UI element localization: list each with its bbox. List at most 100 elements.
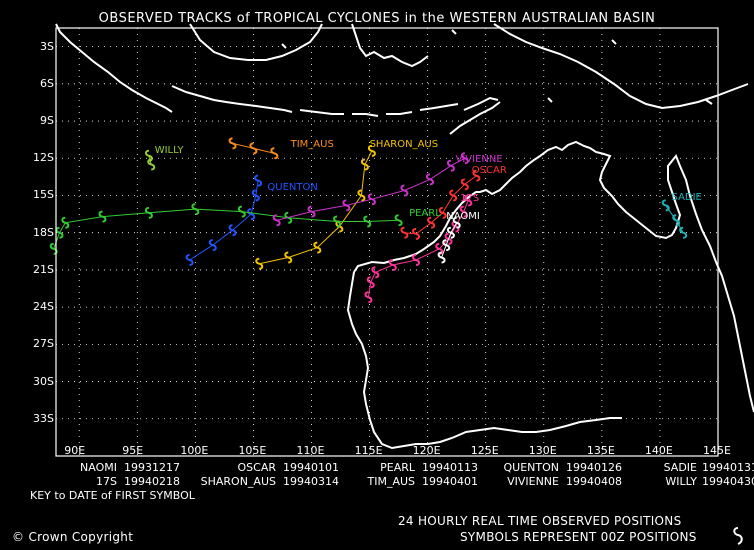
cyclone-position-symbol <box>254 174 263 187</box>
key-storm-name: TIM_AUS <box>367 475 415 488</box>
lon-tick-label: 130E <box>528 444 557 457</box>
cyclone-position-symbol <box>367 193 376 206</box>
storm-track-vivienne <box>272 152 469 227</box>
key-storm-date: 19940131 <box>702 461 754 474</box>
cyclone-position-symbol <box>435 242 444 255</box>
key-storm-name: WILLY <box>665 475 697 488</box>
storm-label-willy: WILLY <box>154 144 184 156</box>
lat-tick-label: 3S <box>40 39 54 53</box>
key-storm-name: NAOMI <box>80 461 117 474</box>
lat-tick-label: 33S <box>33 411 54 425</box>
cyclone-position-symbol <box>427 216 436 229</box>
cyclone-position-symbol <box>208 239 217 252</box>
cyclone-position-symbol <box>313 241 322 254</box>
timor-coast <box>449 101 501 135</box>
cyclone-position-symbol <box>394 214 403 227</box>
lon-tick-label: 145E <box>703 444 731 457</box>
map-title: OBSERVED TRACKS of TROPICAL CYCLONES in … <box>98 11 656 26</box>
cyclone-position-symbol <box>342 199 351 212</box>
lon-tick-label: 140E <box>644 444 673 457</box>
copyright-text: Crown Copyright <box>28 530 134 544</box>
lat-tick-label: 21S <box>33 262 54 276</box>
lon-tick-label: 115E <box>354 444 383 457</box>
storm-track-sadie <box>661 199 688 239</box>
lon-tick-label: 120E <box>412 444 441 457</box>
track-line <box>53 208 399 249</box>
cyclone-position-symbol <box>460 152 469 165</box>
cyclone-position-symbol <box>472 169 481 182</box>
lon-tick-label: 110E <box>296 444 325 457</box>
storm-track-naomi <box>437 216 461 264</box>
indonesia-borneo <box>189 23 323 61</box>
key-storm-name: PEARL <box>380 461 415 474</box>
sulawesi-coast <box>351 23 429 68</box>
lat-tick-label: 9S <box>40 114 54 128</box>
storm-track-sharon_aus <box>255 144 376 270</box>
indonesia-sumatra <box>55 23 173 113</box>
cyclone-position-symbol <box>661 199 670 212</box>
storm-label-vivienne: VIVIENNE <box>455 153 503 165</box>
lon-tick-label: 135E <box>586 444 615 457</box>
cyclone-position-symbol <box>147 158 156 171</box>
cyclone-position-symbol <box>438 206 447 219</box>
key-storm-name: OSCAR <box>237 461 277 474</box>
cyclone-position-symbol <box>366 276 375 289</box>
track-line <box>441 222 458 258</box>
cyclone-position-symbol <box>228 224 237 237</box>
lat-tick-label: 15S <box>33 188 54 202</box>
lat-tick-label: 27S <box>33 337 54 351</box>
lat-tick-label: 6S <box>40 76 54 90</box>
storm-label-17s: 17S <box>460 193 480 205</box>
cyclone-position-symbol <box>672 214 681 227</box>
new-guinea-coast <box>493 23 749 110</box>
storm-label-pearl: PEARL <box>409 208 441 220</box>
lon-tick-label: 100E <box>180 444 209 457</box>
cyclone-position-symbol <box>270 147 279 160</box>
key-storm-date: 19940113 <box>422 461 478 474</box>
small-islands <box>281 29 713 105</box>
key-storm-date: 19940401 <box>422 475 478 488</box>
cyclone-position-symbol <box>357 189 366 202</box>
copyright-notice: © Crown Copyright <box>12 531 133 543</box>
australia-south-coast <box>346 271 622 450</box>
storm-track-quenton <box>185 174 263 266</box>
storm-track-oscar <box>400 169 481 240</box>
cyclone-position-symbol <box>452 216 461 229</box>
cyclone-position-symbol <box>284 251 293 264</box>
cyclone-position-symbol <box>459 205 468 218</box>
cyclone-position-symbol <box>185 253 194 266</box>
cyclone-position-symbol <box>249 142 258 155</box>
key-storm-date: 19931217 <box>124 461 180 474</box>
cyclone-position-symbol <box>679 226 688 239</box>
cyclone-position-symbol <box>61 216 70 229</box>
track-line <box>276 157 466 221</box>
map-frame <box>55 27 719 457</box>
cyclone-position-symbol <box>425 173 434 186</box>
cyclone-position-symbol <box>400 226 409 239</box>
storm-label-naomi: NAOMI <box>446 210 480 222</box>
storm-label-sharon_aus: SHARON_AUS <box>369 138 439 150</box>
lat-lon-grid <box>56 28 719 456</box>
cyclone-position-symbol <box>400 184 409 197</box>
lat-tick-label: 30S <box>33 374 54 388</box>
cyclone-position-symbol <box>333 215 342 228</box>
key-storm-date: 19940430 <box>702 475 754 488</box>
key-caption: KEY to DATE of FIRST SYMBOL <box>30 489 195 502</box>
cyclone-position-symbol <box>251 189 260 202</box>
cyclone-position-symbol <box>191 203 200 216</box>
cyclone-position-symbol <box>464 194 473 207</box>
key-storm-date: 19940218 <box>124 475 180 488</box>
cyclone-position-symbol <box>388 258 397 271</box>
cyclone-position-symbol <box>367 144 376 157</box>
lat-tick-label: 12S <box>33 151 54 165</box>
cyclone-position-symbol <box>363 215 372 228</box>
lon-tick-label: 105E <box>238 444 267 457</box>
storm-track-pearl <box>49 203 403 255</box>
lat-tick-label: 24S <box>33 300 54 314</box>
cyclone-position-symbol <box>255 257 264 270</box>
cyclone-position-symbol <box>247 208 256 221</box>
track-line <box>189 180 259 261</box>
storm-label-quenton: QUENTON <box>267 182 318 194</box>
cyclone-position-symbol <box>446 226 455 239</box>
